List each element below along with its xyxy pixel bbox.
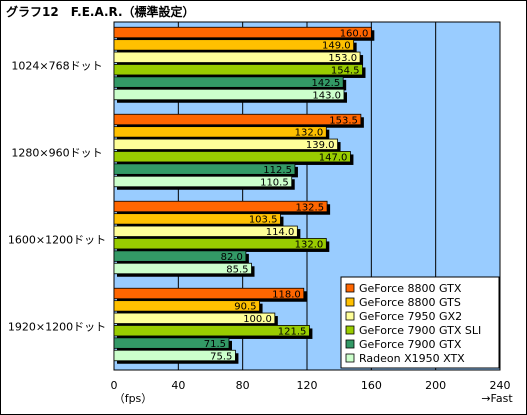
data-label: 82.0	[221, 252, 243, 263]
bar	[113, 225, 298, 237]
x-tick-label: 240	[490, 379, 511, 392]
x-tick-label: 0	[111, 379, 118, 392]
data-label: 121.5	[278, 326, 307, 337]
bar	[113, 51, 361, 63]
legend-label: GeForce 7900 GTX SLI	[359, 324, 481, 337]
bar	[113, 64, 363, 76]
bar	[113, 113, 362, 126]
data-label: 153.0	[328, 53, 357, 64]
data-label: 154.5	[331, 65, 360, 76]
bar	[113, 126, 327, 138]
bar	[113, 287, 305, 300]
bar	[113, 88, 345, 101]
category-label: 1024×768ドット	[11, 60, 102, 73]
category-label: 1920×1200ドット	[8, 321, 106, 334]
bar	[113, 250, 247, 262]
bar	[113, 312, 276, 324]
data-label: 142.5	[312, 78, 341, 89]
chart-title: グラフ12 F.E.A.R.（標準設定）	[6, 5, 195, 19]
x-tick-label: 200	[425, 379, 446, 392]
legend-label: GeForce 7900 GTX	[359, 338, 462, 351]
category-label: 1600×1200ドット	[8, 234, 106, 247]
data-label: 75.5	[210, 351, 232, 362]
bar	[113, 337, 230, 349]
bar	[113, 238, 327, 250]
bar	[113, 262, 252, 275]
legend-swatch	[345, 283, 355, 293]
data-label: 90.5	[234, 302, 256, 313]
data-label: 132.0	[295, 239, 324, 250]
data-label: 103.5	[249, 215, 278, 226]
bar	[113, 300, 260, 312]
data-label: 114.0	[266, 227, 295, 238]
legend-swatch	[345, 311, 355, 321]
legend-swatch	[345, 339, 355, 349]
legend-swatch	[345, 353, 355, 363]
data-label: 153.5	[329, 115, 358, 126]
data-label: 112.5	[263, 165, 292, 176]
bar	[113, 175, 293, 188]
x-tick-label: 160	[361, 379, 382, 392]
x-tick-label: 80	[236, 379, 250, 392]
bar	[113, 151, 351, 163]
x-tick-label: 120	[297, 379, 318, 392]
data-label: 85.5	[226, 264, 248, 275]
data-label: 132.0	[295, 128, 324, 139]
legend-swatch	[345, 297, 355, 307]
bar	[113, 325, 310, 337]
bar	[113, 26, 372, 39]
x-axis-fast-label: →Fast	[481, 392, 513, 405]
legend-swatch	[345, 325, 355, 335]
legend-box	[340, 276, 500, 369]
category-label: 1280×960ドット	[11, 147, 102, 160]
data-label: 110.5	[260, 177, 289, 188]
bar	[113, 200, 328, 213]
data-label: 139.0	[306, 140, 335, 151]
legend-label: GeForce 8800 GTX	[359, 282, 462, 295]
data-label: 118.0	[272, 289, 301, 300]
bar	[113, 138, 338, 150]
x-tick-label: 40	[171, 379, 185, 392]
bar	[113, 76, 344, 88]
legend-label: GeForce 7950 GX2	[359, 310, 462, 323]
data-label: 143.0	[312, 90, 341, 101]
legend-label: GeForce 8800 GTS	[359, 296, 461, 309]
data-label: 149.0	[322, 41, 351, 52]
data-label: 71.5	[204, 339, 226, 350]
bar	[113, 349, 236, 362]
bar	[113, 39, 355, 51]
bar	[113, 213, 281, 225]
bar	[113, 163, 296, 175]
data-label: 100.0	[243, 314, 272, 325]
data-label: 160.0	[340, 28, 369, 39]
x-axis-unit-label: （fps）	[114, 392, 153, 405]
legend-label: Radeon X1950 XTX	[359, 352, 465, 365]
data-label: 147.0	[319, 152, 348, 163]
data-label: 132.5	[295, 202, 324, 213]
